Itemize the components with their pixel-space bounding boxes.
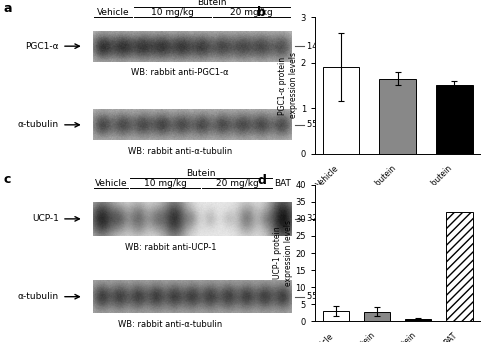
Text: Butein: Butein <box>186 169 216 178</box>
Text: α-tubulin: α-tubulin <box>18 120 59 129</box>
Text: α-tubulin: α-tubulin <box>18 292 59 301</box>
Text: 32 kDa: 32 kDa <box>307 214 336 223</box>
Text: WB: rabbit anti-PGC1-α: WB: rabbit anti-PGC1-α <box>131 68 228 77</box>
Text: PGC1-α: PGC1-α <box>26 42 59 51</box>
Text: UCP-1: UCP-1 <box>32 214 59 223</box>
Bar <box>322 311 349 321</box>
Bar <box>446 212 472 321</box>
Bar <box>322 67 360 154</box>
Text: Vehicle: Vehicle <box>96 8 129 17</box>
Text: b: b <box>257 6 266 19</box>
Text: 20 mg/kg: 20 mg/kg <box>216 179 258 188</box>
Text: WB: rabbit anti-α-tubulin: WB: rabbit anti-α-tubulin <box>128 147 232 156</box>
Text: BAT: BAT <box>274 179 291 188</box>
Bar <box>379 79 416 154</box>
Text: 55 kDa: 55 kDa <box>307 120 336 129</box>
Text: c: c <box>3 173 10 186</box>
Text: 10 mg/kg: 10 mg/kg <box>144 179 186 188</box>
Text: Butein: Butein <box>198 0 227 7</box>
Text: a: a <box>3 2 12 15</box>
Text: Vehicle: Vehicle <box>94 179 128 188</box>
Text: 140 kDa: 140 kDa <box>307 42 342 51</box>
Text: d: d <box>257 174 266 187</box>
Y-axis label: PGC1-α protein
expression levels: PGC1-α protein expression levels <box>278 53 298 118</box>
Bar <box>364 312 390 321</box>
Y-axis label: UCP-1 protein
expression levels: UCP-1 protein expression levels <box>273 220 292 286</box>
Text: 10 mg/kg: 10 mg/kg <box>151 8 194 17</box>
Bar <box>436 86 472 154</box>
Text: WB: rabbit anti-UCP-1: WB: rabbit anti-UCP-1 <box>125 243 216 252</box>
Text: 55 kDa: 55 kDa <box>307 292 336 301</box>
Bar <box>404 319 431 321</box>
Text: WB: rabbit anti-α-tubulin: WB: rabbit anti-α-tubulin <box>118 320 222 329</box>
Text: 20 mg/kg: 20 mg/kg <box>230 8 273 17</box>
